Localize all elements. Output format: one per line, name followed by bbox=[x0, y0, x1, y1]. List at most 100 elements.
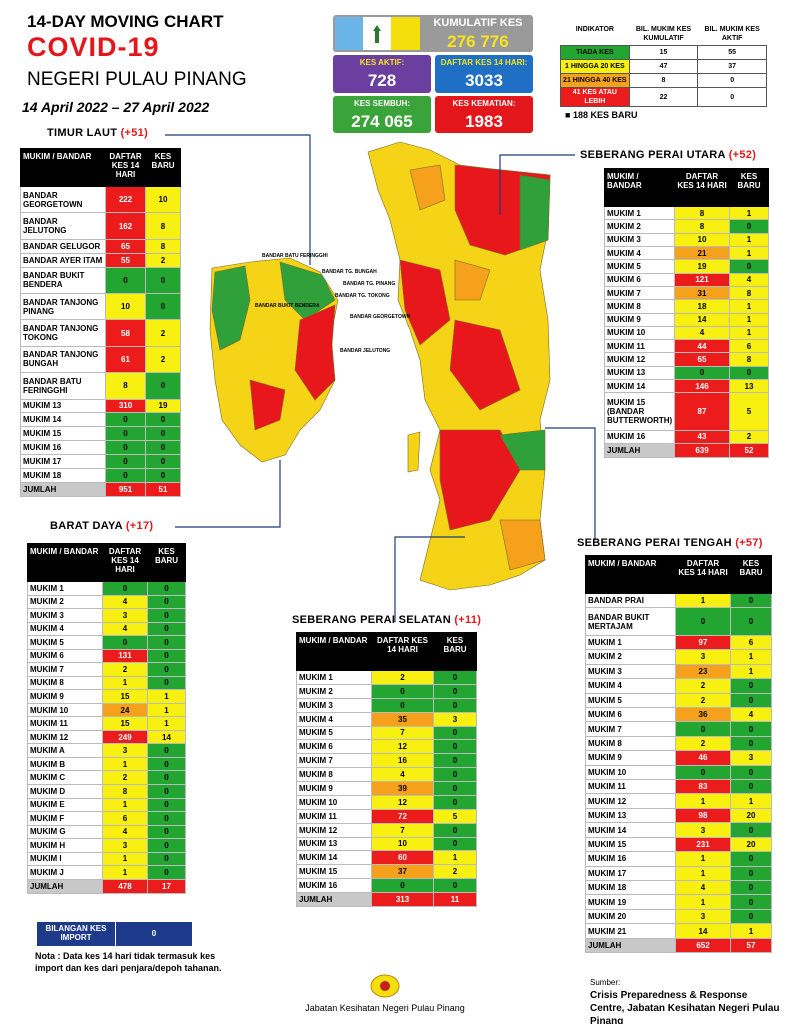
new-cases: 13 bbox=[729, 379, 769, 394]
new-cases: 0 bbox=[147, 635, 186, 650]
table-row: MUKIM 1 97 6 bbox=[585, 634, 772, 651]
area-name: MUKIM 10 bbox=[585, 764, 676, 781]
table-row: MUKIM 15 37 2 bbox=[296, 864, 477, 880]
cases-14-days: 4 bbox=[371, 767, 434, 782]
new-cases: 0 bbox=[145, 292, 181, 321]
new-cases: 20 bbox=[730, 836, 772, 853]
new-cases: 0 bbox=[730, 851, 772, 867]
header-cell: KES BARU bbox=[730, 555, 772, 594]
cases-14-days: 1 bbox=[102, 675, 148, 691]
area-name: MUKIM 11 bbox=[585, 779, 676, 795]
new-cases: 8 bbox=[145, 238, 181, 254]
legend-label: TIADA KES bbox=[560, 45, 630, 60]
table-row: MUKIM 19 1 0 bbox=[585, 894, 772, 910]
total-value: 951 bbox=[105, 482, 146, 497]
logo bbox=[370, 974, 400, 998]
new-cases: 0 bbox=[145, 467, 181, 484]
area-name: MUKIM 4 bbox=[585, 678, 676, 694]
area-name: MUKIM H bbox=[27, 838, 103, 853]
cases-14-days: 162 bbox=[105, 212, 146, 240]
table-row: MUKIM 15 (BANDAR BUTTERWORTH) 87 5 bbox=[604, 392, 769, 431]
cases-14-days: 4 bbox=[675, 880, 731, 896]
table-title-text: TIMUR LAUT bbox=[47, 127, 118, 139]
legend-label: 21 HINGGA 40 KES bbox=[560, 73, 630, 88]
header-cell: MUKIM / BANDAR bbox=[604, 168, 675, 207]
area-name: MUKIM 13 bbox=[296, 836, 372, 852]
new-cases: 1 bbox=[730, 923, 772, 939]
new-cases: 14 bbox=[147, 729, 186, 745]
cases-14-days: 0 bbox=[371, 878, 434, 893]
legend-header-cell: BIL. MUKIM KES AKTIF bbox=[704, 26, 760, 42]
new-cases: 0 bbox=[730, 678, 772, 694]
area-name: MUKIM 11 bbox=[296, 808, 372, 824]
cases-14-days: 18 bbox=[674, 299, 730, 314]
new-cases: 1 bbox=[729, 325, 769, 341]
table-row: MUKIM 9 14 1 bbox=[604, 312, 769, 327]
area-name: MUKIM 2 bbox=[296, 683, 372, 699]
table-title: SEBERANG PERAI SELATAN (+11) bbox=[292, 614, 481, 626]
header-cell: KES BARU bbox=[145, 148, 181, 187]
new-cases: 0 bbox=[147, 824, 186, 840]
new-cases: 4 bbox=[730, 706, 772, 723]
area-name: BANDAR PRAI bbox=[585, 592, 676, 609]
cases-14-days: 14 bbox=[674, 312, 730, 327]
new-cases: 0 bbox=[433, 781, 477, 796]
cases-14-days: 35 bbox=[371, 711, 434, 727]
new-cases: 0 bbox=[433, 725, 477, 741]
new-cases: 1 bbox=[433, 850, 477, 866]
area-name: MUKIM 15 (BANDAR BUTTERWORTH) bbox=[604, 392, 675, 431]
cases-14-days: 8 bbox=[674, 219, 730, 234]
area-name: MUKIM 9 bbox=[585, 750, 676, 766]
area-name: MUKIM 11 bbox=[604, 339, 675, 354]
new-cases: 1 bbox=[729, 205, 769, 221]
cases-14-days: 8 bbox=[105, 372, 146, 400]
area-name: MUKIM 10 bbox=[27, 702, 103, 718]
new-cases: 0 bbox=[145, 440, 181, 456]
cases-14-days: 15 bbox=[102, 689, 148, 704]
area-name: MUKIM 16 bbox=[604, 429, 675, 445]
active-box: KES AKTIF: 728 bbox=[333, 55, 431, 93]
new-cases: 6 bbox=[730, 634, 772, 651]
table-change: (+11) bbox=[454, 614, 482, 626]
new-cases: 0 bbox=[147, 743, 186, 758]
table-change: (+52) bbox=[728, 149, 757, 161]
table-row: MUKIM 3 23 1 bbox=[585, 663, 772, 680]
area-name: MUKIM B bbox=[27, 756, 103, 772]
area-name: MUKIM 8 bbox=[585, 735, 676, 752]
cases-14-days: 3 bbox=[102, 608, 148, 623]
table-row: MUKIM 12 7 0 bbox=[296, 822, 477, 838]
cases-14-days: 6 bbox=[102, 811, 148, 826]
new-cases: 0 bbox=[147, 770, 186, 785]
cases-14-days: 10 bbox=[371, 836, 434, 852]
cases-14-days: 1 bbox=[675, 851, 731, 867]
note: Nota : Data kes 14 hari tidak termasuk k… bbox=[35, 951, 222, 973]
cases-14-days: 4 bbox=[102, 594, 148, 610]
table-row: MUKIM 7 31 8 bbox=[604, 285, 769, 301]
source-text: Crisis Preparedness & Response Centre, J… bbox=[590, 990, 780, 1024]
table-row: BANDAR PRAI 1 0 bbox=[585, 592, 772, 609]
table-row: MUKIM 10 24 1 bbox=[27, 702, 186, 718]
total-value: 652 bbox=[675, 938, 731, 953]
legend-label: 41 KES ATAU LEBIH bbox=[560, 87, 630, 107]
new-cases: 2 bbox=[145, 345, 181, 374]
new-cases: 0 bbox=[729, 259, 769, 274]
registered-value: 3033 bbox=[465, 71, 503, 90]
area-name: MUKIM 6 bbox=[27, 648, 103, 664]
area-name: MUKIM 4 bbox=[296, 711, 372, 727]
district-table: MUKIM / BANDAR DAFTAR KES 14 HARI KES BARU… bbox=[585, 555, 772, 953]
new-cases: 0 bbox=[730, 865, 772, 882]
total-value: 313 bbox=[371, 892, 434, 907]
map-label: BANDAR TG. BUNGAH bbox=[322, 269, 377, 275]
table-row: BANDAR BUKIT MERTAJAM 0 0 bbox=[585, 607, 772, 636]
table-row: MUKIM 4 21 1 bbox=[604, 245, 769, 261]
legend-label: 1 HINGGA 20 KES bbox=[560, 59, 630, 74]
recovered-value: 274 065 bbox=[351, 112, 413, 131]
area-name: MUKIM 16 bbox=[296, 878, 372, 893]
cumulative-value: 276 776 bbox=[447, 32, 509, 51]
table-row: MUKIM 15 231 20 bbox=[585, 836, 772, 853]
cases-14-days: 3 bbox=[102, 743, 148, 758]
